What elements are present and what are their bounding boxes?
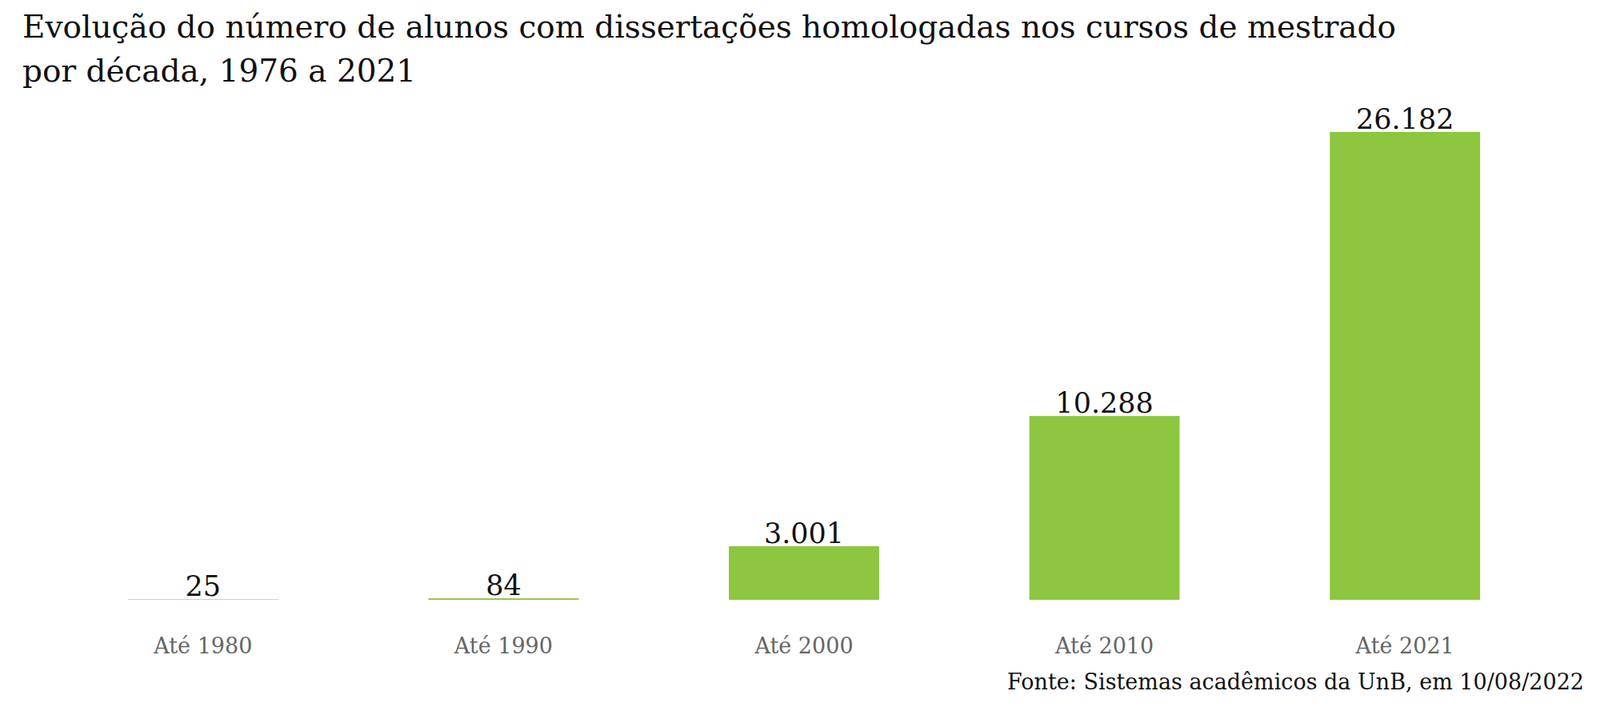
chart: Evolução do número de alunos com dissert… xyxy=(0,0,1600,711)
data-label: 3.001 xyxy=(764,517,844,550)
title: Evolução do número de alunos com dissert… xyxy=(22,8,1396,89)
x-tick-label: Até 1990 xyxy=(453,633,553,659)
data-label: 10.288 xyxy=(1055,387,1153,420)
labels: 25 Até 1980 84 Até 1990 3.001 Até 2000 10.288 A… xyxy=(152,103,1455,659)
x-tick-label: Até 2010 xyxy=(1054,633,1154,659)
bar xyxy=(728,546,880,600)
data-label: 26.182 xyxy=(1356,103,1454,136)
source: Fonte: Sistemas acadêmicos da UnB, em 10… xyxy=(1007,669,1584,695)
x-tick-label: Até 2021 xyxy=(1355,633,1455,659)
data-label: 84 xyxy=(485,569,522,602)
chart-container: Evolução do número de alunos com dissert… xyxy=(0,0,1600,711)
bar xyxy=(1329,132,1480,600)
bar xyxy=(1029,416,1180,600)
x-tick-label: Até 1980 xyxy=(152,633,252,659)
x-tick-label: Até 2000 xyxy=(753,633,853,659)
bars xyxy=(128,132,1480,600)
data-label: 25 xyxy=(185,570,222,603)
